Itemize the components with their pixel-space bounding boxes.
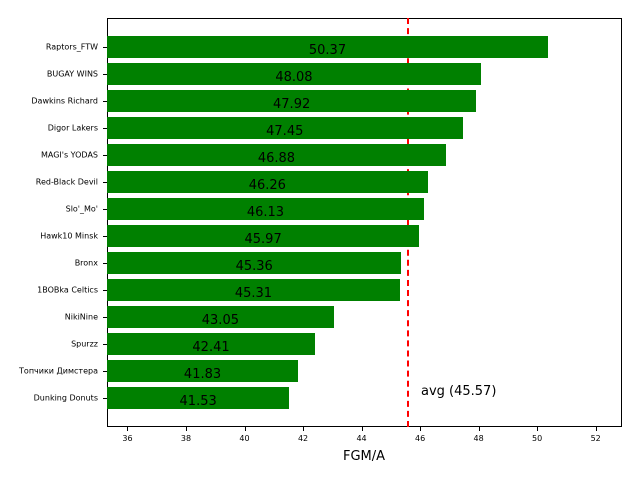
y-tick	[103, 263, 107, 264]
x-tick	[303, 427, 305, 431]
bar-value-label: 47.92	[273, 97, 311, 112]
bar-value-label: 42.41	[192, 340, 230, 355]
y-tick-label: Bronx	[74, 258, 98, 268]
y-tick-label: Digor Lakers	[47, 123, 98, 133]
x-tick	[420, 427, 422, 431]
y-tick-label: BUGAY WINS	[46, 69, 98, 79]
bar-value-label: 45.97	[244, 232, 282, 247]
bar	[107, 117, 463, 139]
x-axis-label: FGM/A	[342, 449, 386, 464]
x-tick	[361, 427, 363, 431]
x-tick	[595, 427, 597, 431]
bar-value-label: 46.13	[246, 205, 285, 220]
x-tick-label: 36	[122, 434, 133, 443]
x-tick-label: 42	[297, 434, 309, 443]
x-tick	[186, 427, 187, 431]
bar-value-label: 45.31	[234, 286, 273, 301]
bar-value-label: 47.45	[266, 124, 304, 139]
y-tick	[103, 155, 107, 156]
bar	[107, 279, 400, 301]
bar	[107, 333, 316, 355]
y-tick	[103, 371, 107, 372]
x-tick	[478, 427, 480, 431]
bar-value-label: 45.36	[235, 259, 273, 274]
bar-value-label: 41.53	[179, 394, 217, 409]
y-tick	[103, 209, 107, 210]
x-tick-label: 38	[180, 434, 192, 443]
y-tick-label: Hawk10 Minsk	[40, 231, 98, 241]
bar-value-label: 46.26	[248, 178, 286, 193]
y-tick-label: Dunking Donuts	[33, 393, 98, 403]
bar	[107, 36, 548, 58]
y-tick	[103, 47, 107, 48]
bar-value-label: 43.05	[201, 313, 239, 328]
bar	[107, 90, 477, 112]
y-tick-label: Slo'_Mo'	[65, 204, 98, 214]
bar-value-label: 46.88	[257, 151, 296, 166]
bar	[107, 360, 299, 382]
y-tick	[103, 74, 107, 75]
y-tick	[103, 290, 107, 291]
bar	[107, 198, 424, 220]
y-tick-label: Raptors_FTW	[45, 42, 98, 52]
y-tick-label: Red-Black Devil	[35, 177, 98, 187]
y-tick	[103, 317, 107, 318]
y-tick	[103, 128, 107, 129]
x-tick-label: 50	[532, 434, 543, 443]
y-tick	[103, 236, 107, 237]
bar	[107, 63, 481, 85]
y-tick-label: Spurzz	[71, 339, 98, 349]
bar-value-label: 48.08	[275, 70, 313, 85]
y-tick-label: MAGI's YODAS	[40, 150, 98, 160]
bar-value-label: 50.37	[308, 43, 347, 58]
average-line	[406, 18, 409, 427]
x-tick-label: 40	[239, 434, 250, 443]
x-tick-label: 52	[590, 434, 601, 443]
bar	[107, 252, 402, 274]
bar	[107, 144, 446, 166]
bar	[107, 171, 428, 193]
x-tick-label: 48	[473, 434, 484, 443]
y-tick	[103, 398, 107, 399]
bar	[107, 387, 290, 409]
y-tick	[103, 344, 107, 345]
plot-area	[107, 18, 622, 427]
x-tick	[537, 427, 539, 431]
y-tick-label: Dawkins Richard	[31, 96, 98, 106]
x-tick	[244, 427, 246, 431]
bar-value-label: 41.83	[183, 367, 222, 382]
y-tick	[103, 101, 107, 102]
bar	[107, 225, 420, 247]
y-tick-label: 1BOBka Celtics	[37, 285, 98, 295]
x-tick-label: 46	[415, 434, 426, 443]
bar	[107, 306, 334, 328]
x-tick	[127, 427, 129, 431]
y-tick	[103, 182, 107, 183]
y-tick-label: NikiNine	[64, 312, 98, 322]
y-tick-label: Топчики Димстера	[19, 366, 98, 376]
x-tick-label: 44	[356, 434, 367, 443]
average-label: avg (45.57)	[421, 384, 497, 399]
